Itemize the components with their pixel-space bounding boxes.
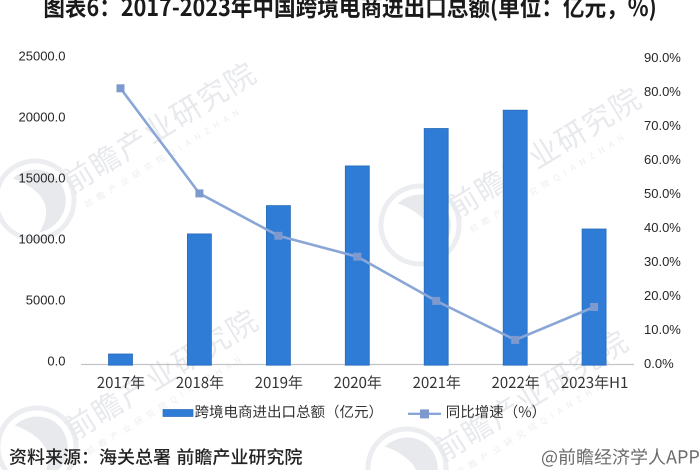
svg-text:60.0%: 60.0% xyxy=(644,152,681,167)
svg-text:10.0%: 10.0% xyxy=(644,322,681,337)
svg-text:90.0%: 90.0% xyxy=(644,50,681,65)
svg-text:5000.0: 5000.0 xyxy=(26,293,66,308)
svg-text:50.0%: 50.0% xyxy=(644,186,681,201)
svg-text:10000.0: 10000.0 xyxy=(19,232,66,247)
svg-text:20000.0: 20000.0 xyxy=(19,110,66,125)
svg-text:30.0%: 30.0% xyxy=(644,254,681,269)
svg-text:0.0: 0.0 xyxy=(47,354,65,369)
svg-text:25000.0: 25000.0 xyxy=(19,49,66,64)
svg-text:15000.0: 15000.0 xyxy=(19,171,66,186)
svg-text:70.0%: 70.0% xyxy=(644,118,681,133)
svg-text:40.0%: 40.0% xyxy=(644,220,681,235)
svg-text:0.0%: 0.0% xyxy=(644,356,674,371)
svg-text:80.0%: 80.0% xyxy=(644,84,681,99)
svg-text:20.0%: 20.0% xyxy=(644,288,681,303)
